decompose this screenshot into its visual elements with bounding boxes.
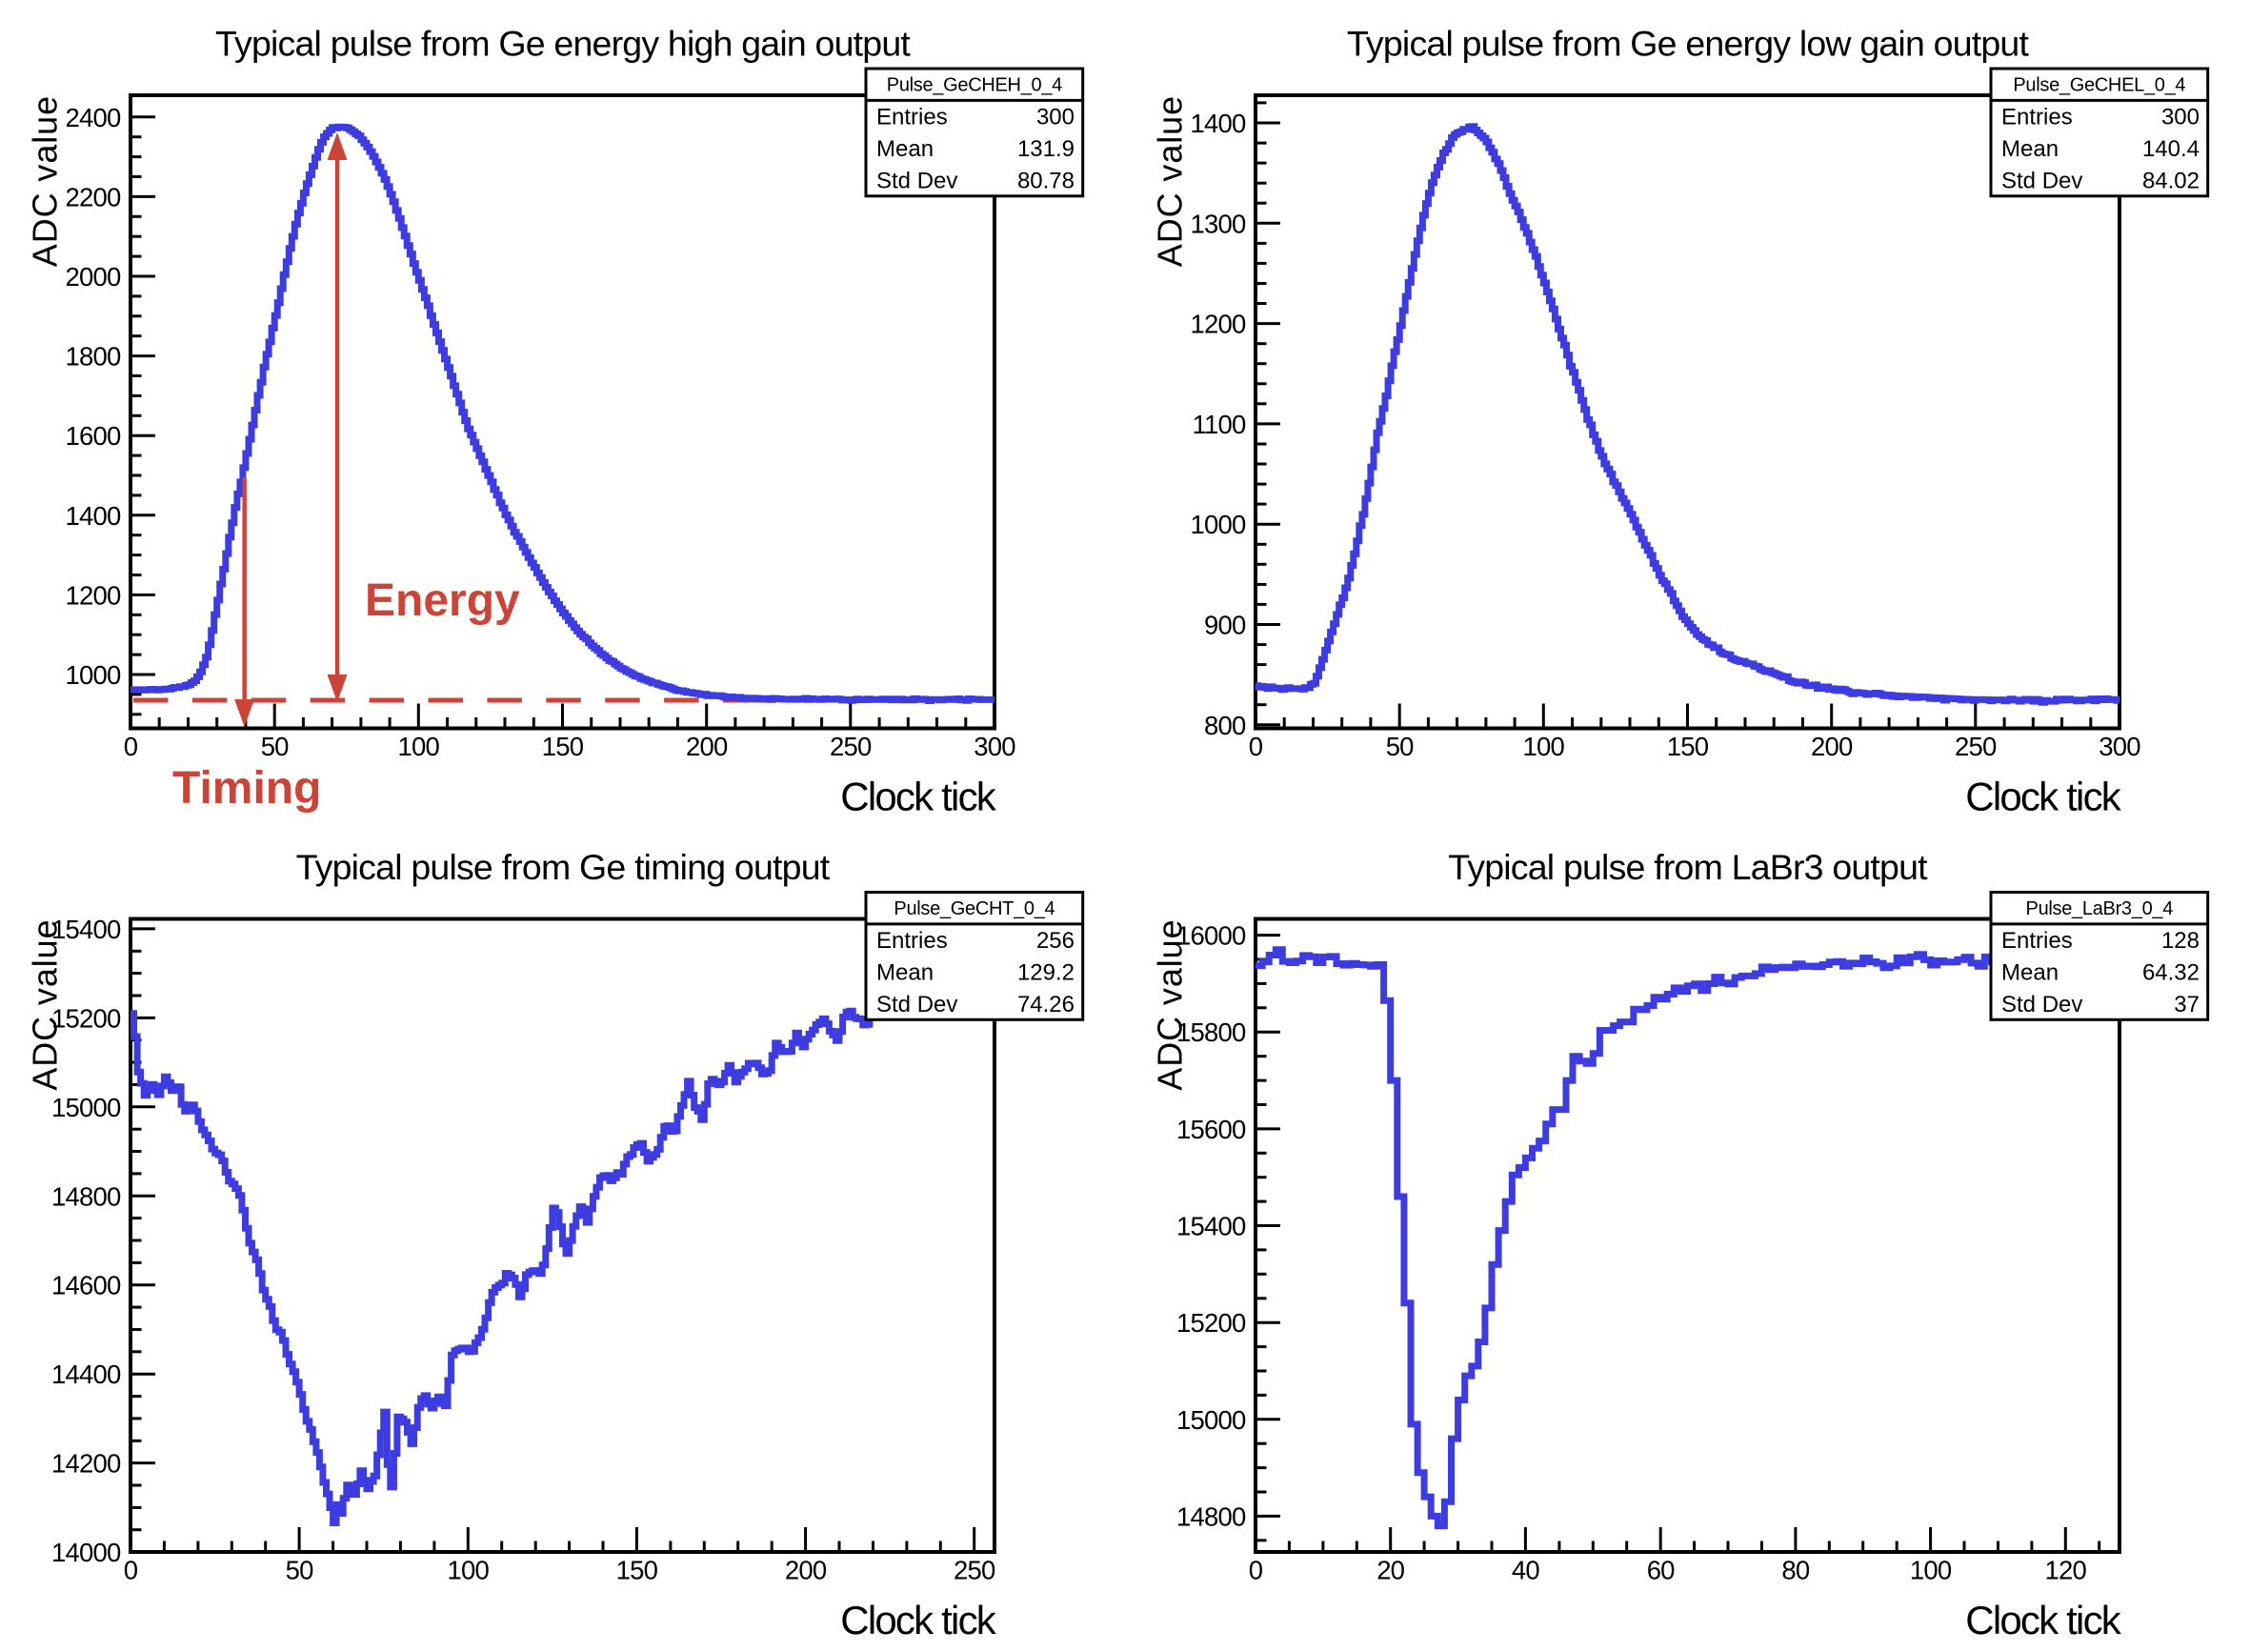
- svg-text:0: 0: [124, 732, 138, 761]
- svg-text:ADC value: ADC value: [1151, 95, 1190, 267]
- svg-text:100: 100: [448, 1556, 490, 1585]
- svg-text:Typical pulse from Ge energy h: Typical pulse from Ge energy high gain o…: [215, 24, 911, 64]
- svg-text:140.4: 140.4: [2142, 136, 2200, 162]
- svg-text:Clock tick: Clock tick: [1965, 1598, 2121, 1642]
- svg-text:1400: 1400: [66, 501, 121, 531]
- svg-text:300: 300: [1036, 104, 1075, 130]
- svg-text:150: 150: [542, 732, 584, 761]
- svg-text:60: 60: [1647, 1556, 1675, 1585]
- svg-text:80: 80: [1781, 1556, 1809, 1585]
- svg-text:14200: 14200: [51, 1449, 121, 1479]
- svg-text:100: 100: [1523, 732, 1565, 761]
- svg-text:15400: 15400: [51, 915, 121, 944]
- svg-text:200: 200: [686, 732, 728, 761]
- svg-text:Entries: Entries: [2001, 104, 2073, 130]
- svg-text:50: 50: [261, 732, 289, 761]
- svg-text:0: 0: [1249, 732, 1263, 761]
- svg-text:ADC value: ADC value: [26, 95, 65, 267]
- svg-text:200: 200: [1811, 732, 1853, 761]
- svg-text:Std Dev: Std Dev: [876, 168, 957, 193]
- svg-text:900: 900: [1204, 611, 1246, 640]
- svg-text:1200: 1200: [1191, 310, 1246, 339]
- svg-text:Typical pulse from Ge energy l: Typical pulse from Ge energy low gain ou…: [1347, 24, 2030, 64]
- svg-text:Clock tick: Clock tick: [840, 775, 996, 819]
- svg-text:ADC value: ADC value: [26, 919, 65, 1091]
- svg-text:Mean: Mean: [876, 136, 934, 162]
- svg-text:50: 50: [1386, 732, 1414, 761]
- svg-text:64.32: 64.32: [2142, 959, 2200, 985]
- svg-text:15400: 15400: [1176, 1212, 1246, 1241]
- svg-text:0: 0: [1249, 1556, 1263, 1585]
- svg-text:200: 200: [785, 1556, 827, 1585]
- svg-text:16000: 16000: [1176, 921, 1246, 951]
- svg-text:37: 37: [2174, 992, 2200, 1017]
- svg-text:1000: 1000: [66, 660, 121, 690]
- svg-text:Clock tick: Clock tick: [1965, 775, 2121, 819]
- svg-text:20: 20: [1376, 1556, 1404, 1585]
- svg-text:Mean: Mean: [2001, 959, 2059, 985]
- svg-text:1800: 1800: [66, 342, 121, 372]
- svg-text:1000: 1000: [1191, 510, 1246, 539]
- svg-text:15600: 15600: [1176, 1115, 1246, 1144]
- svg-text:2200: 2200: [66, 182, 121, 212]
- svg-text:Timing: Timing: [172, 763, 321, 814]
- svg-text:Std Dev: Std Dev: [2001, 992, 2082, 1017]
- svg-text:Pulse_LaBr3_0_4: Pulse_LaBr3_0_4: [2026, 898, 2174, 919]
- svg-text:300: 300: [2099, 732, 2140, 761]
- svg-text:Entries: Entries: [876, 104, 948, 130]
- svg-text:Std Dev: Std Dev: [2001, 168, 2082, 193]
- svg-text:14800: 14800: [51, 1181, 121, 1211]
- svg-text:15200: 15200: [51, 1003, 121, 1033]
- svg-text:14400: 14400: [51, 1360, 121, 1389]
- svg-text:150: 150: [616, 1556, 658, 1585]
- svg-text:300: 300: [974, 732, 1015, 761]
- svg-text:80.78: 80.78: [1017, 168, 1075, 193]
- svg-text:250: 250: [830, 732, 872, 761]
- svg-text:150: 150: [1667, 732, 1709, 761]
- svg-text:14600: 14600: [51, 1271, 121, 1300]
- svg-text:15000: 15000: [1176, 1405, 1246, 1435]
- svg-text:40: 40: [1512, 1556, 1539, 1585]
- svg-text:Pulse_GeCHEL_0_4: Pulse_GeCHEL_0_4: [2013, 75, 2185, 96]
- svg-text:Typical pulse from Ge timing o: Typical pulse from Ge timing output: [296, 847, 831, 887]
- svg-text:74.26: 74.26: [1017, 992, 1075, 1017]
- svg-text:1100: 1100: [1193, 410, 1246, 439]
- svg-text:256: 256: [1036, 928, 1075, 954]
- svg-text:131.9: 131.9: [1017, 136, 1075, 162]
- svg-text:15800: 15800: [1176, 1017, 1246, 1047]
- svg-text:Clock tick: Clock tick: [840, 1598, 996, 1642]
- svg-text:128: 128: [2161, 928, 2200, 954]
- svg-text:120: 120: [2045, 1556, 2087, 1585]
- svg-text:129.2: 129.2: [1017, 959, 1075, 985]
- svg-text:14800: 14800: [1176, 1501, 1246, 1531]
- svg-text:100: 100: [1910, 1556, 1952, 1585]
- svg-text:2000: 2000: [66, 262, 121, 292]
- svg-text:Entries: Entries: [876, 928, 948, 954]
- svg-text:84.02: 84.02: [2142, 168, 2200, 193]
- svg-text:Energy: Energy: [365, 575, 520, 626]
- svg-text:ADC value: ADC value: [1151, 919, 1190, 1091]
- svg-text:15000: 15000: [51, 1093, 121, 1122]
- svg-text:14000: 14000: [51, 1538, 121, 1567]
- svg-text:Typical pulse from LaBr3 outpu: Typical pulse from LaBr3 output: [1448, 847, 1928, 887]
- svg-text:1600: 1600: [66, 421, 121, 451]
- svg-text:1300: 1300: [1191, 209, 1246, 238]
- svg-text:250: 250: [1955, 732, 1997, 761]
- svg-text:1200: 1200: [66, 580, 121, 610]
- svg-text:Entries: Entries: [2001, 928, 2073, 954]
- svg-text:0: 0: [124, 1556, 138, 1585]
- svg-text:Std Dev: Std Dev: [876, 992, 957, 1017]
- svg-text:100: 100: [398, 732, 440, 761]
- svg-text:50: 50: [286, 1556, 313, 1585]
- svg-text:Pulse_GeCHEH_0_4: Pulse_GeCHEH_0_4: [887, 75, 1062, 96]
- svg-text:Mean: Mean: [2001, 136, 2059, 162]
- svg-text:800: 800: [1204, 711, 1246, 740]
- svg-text:300: 300: [2161, 104, 2200, 130]
- svg-text:15200: 15200: [1176, 1308, 1246, 1338]
- svg-text:2400: 2400: [66, 103, 121, 132]
- svg-text:Pulse_GeCHT_0_4: Pulse_GeCHT_0_4: [894, 898, 1055, 919]
- svg-text:250: 250: [954, 1556, 995, 1585]
- svg-text:Mean: Mean: [876, 959, 934, 985]
- svg-text:1400: 1400: [1191, 109, 1246, 138]
